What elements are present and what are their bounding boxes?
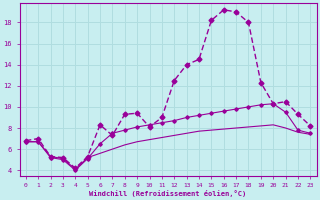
- X-axis label: Windchill (Refroidissement éolien,°C): Windchill (Refroidissement éolien,°C): [90, 190, 247, 197]
